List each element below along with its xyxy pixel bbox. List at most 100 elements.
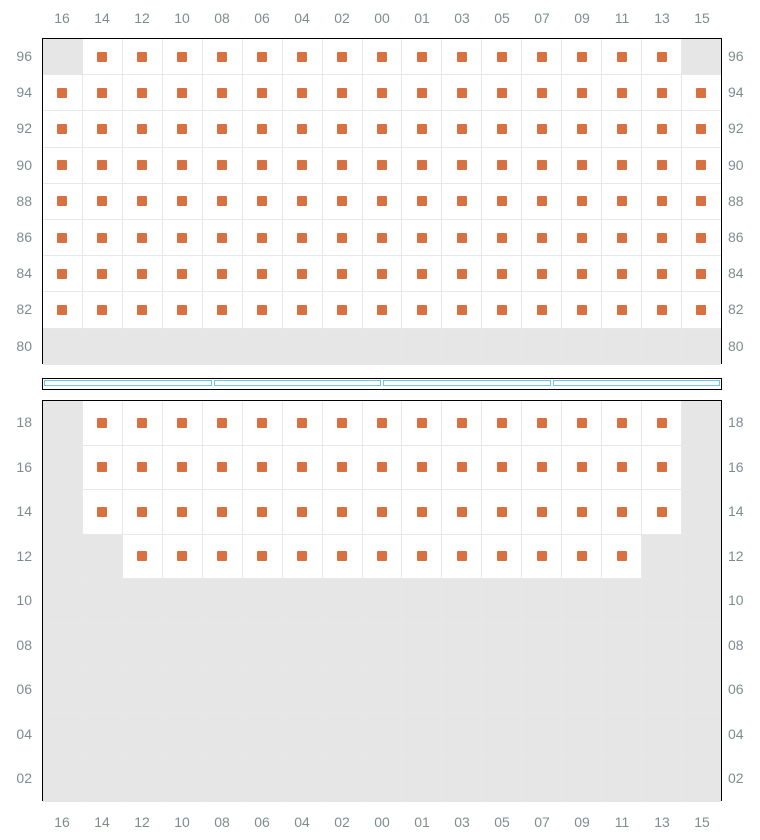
seat-cell[interactable] [163, 220, 203, 256]
seat-cell[interactable] [43, 148, 83, 184]
seat-cell[interactable] [602, 220, 642, 256]
seat-cell[interactable] [323, 148, 363, 184]
seat-cell[interactable] [482, 39, 522, 75]
seat-cell[interactable] [562, 220, 602, 256]
seat-cell[interactable] [83, 490, 123, 535]
seat-cell[interactable] [562, 256, 602, 292]
seat-cell[interactable] [522, 39, 562, 75]
seat-cell[interactable] [682, 75, 721, 111]
seat-cell[interactable] [402, 75, 442, 111]
seat-cell[interactable] [442, 535, 482, 580]
seat-cell[interactable] [243, 535, 283, 580]
seat-cell[interactable] [43, 111, 83, 147]
seat-cell[interactable] [123, 184, 163, 220]
seat-cell[interactable] [522, 220, 562, 256]
seat-cell[interactable] [682, 220, 721, 256]
seat-cell[interactable] [482, 401, 522, 446]
seat-cell[interactable] [163, 39, 203, 75]
seat-cell[interactable] [482, 490, 522, 535]
seat-cell[interactable] [602, 39, 642, 75]
seat-cell[interactable] [203, 184, 243, 220]
seat-cell[interactable] [163, 75, 203, 111]
seat-cell[interactable] [482, 256, 522, 292]
seat-cell[interactable] [83, 220, 123, 256]
seat-cell[interactable] [562, 446, 602, 491]
seat-cell[interactable] [43, 256, 83, 292]
seat-cell[interactable] [642, 148, 682, 184]
seat-cell[interactable] [163, 292, 203, 328]
seat-cell[interactable] [203, 535, 243, 580]
seat-cell[interactable] [402, 446, 442, 491]
seat-cell[interactable] [522, 111, 562, 147]
seat-cell[interactable] [83, 256, 123, 292]
seat-cell[interactable] [163, 111, 203, 147]
seat-cell[interactable] [642, 490, 682, 535]
seat-cell[interactable] [402, 111, 442, 147]
seat-cell[interactable] [602, 535, 642, 580]
seat-cell[interactable] [363, 148, 403, 184]
seat-cell[interactable] [602, 148, 642, 184]
seat-cell[interactable] [562, 535, 602, 580]
seat-cell[interactable] [83, 148, 123, 184]
seat-cell[interactable] [123, 220, 163, 256]
seat-cell[interactable] [283, 184, 323, 220]
seat-cell[interactable] [522, 401, 562, 446]
seat-cell[interactable] [442, 256, 482, 292]
seat-cell[interactable] [482, 535, 522, 580]
seat-cell[interactable] [203, 292, 243, 328]
seat-cell[interactable] [363, 401, 403, 446]
seat-cell[interactable] [442, 490, 482, 535]
seat-cell[interactable] [243, 148, 283, 184]
seat-cell[interactable] [602, 490, 642, 535]
seat-cell[interactable] [363, 184, 403, 220]
seat-cell[interactable] [522, 446, 562, 491]
seat-cell[interactable] [442, 184, 482, 220]
seat-cell[interactable] [562, 184, 602, 220]
seat-cell[interactable] [163, 184, 203, 220]
seat-cell[interactable] [363, 490, 403, 535]
seat-cell[interactable] [442, 220, 482, 256]
seat-cell[interactable] [163, 535, 203, 580]
seat-cell[interactable] [163, 401, 203, 446]
seat-cell[interactable] [163, 256, 203, 292]
seat-cell[interactable] [522, 256, 562, 292]
seat-cell[interactable] [283, 75, 323, 111]
seat-cell[interactable] [323, 292, 363, 328]
seat-cell[interactable] [442, 39, 482, 75]
seat-cell[interactable] [602, 184, 642, 220]
seat-cell[interactable] [442, 446, 482, 491]
seat-cell[interactable] [203, 220, 243, 256]
seat-cell[interactable] [243, 292, 283, 328]
seat-cell[interactable] [642, 256, 682, 292]
seat-cell[interactable] [522, 535, 562, 580]
seat-cell[interactable] [562, 490, 602, 535]
seat-cell[interactable] [283, 220, 323, 256]
seat-cell[interactable] [402, 256, 442, 292]
seat-cell[interactable] [602, 75, 642, 111]
seat-cell[interactable] [482, 446, 522, 491]
seat-cell[interactable] [482, 75, 522, 111]
seat-cell[interactable] [243, 220, 283, 256]
seat-cell[interactable] [402, 148, 442, 184]
seat-cell[interactable] [83, 401, 123, 446]
seat-cell[interactable] [363, 446, 403, 491]
seat-cell[interactable] [602, 111, 642, 147]
seat-cell[interactable] [442, 75, 482, 111]
seat-cell[interactable] [163, 490, 203, 535]
seat-cell[interactable] [203, 111, 243, 147]
seat-cell[interactable] [83, 39, 123, 75]
seat-cell[interactable] [203, 490, 243, 535]
seat-cell[interactable] [283, 292, 323, 328]
seat-cell[interactable] [203, 256, 243, 292]
seat-cell[interactable] [442, 292, 482, 328]
seat-cell[interactable] [323, 446, 363, 491]
seat-cell[interactable] [323, 535, 363, 580]
seat-cell[interactable] [602, 401, 642, 446]
seat-cell[interactable] [83, 111, 123, 147]
seat-cell[interactable] [642, 111, 682, 147]
seat-cell[interactable] [123, 490, 163, 535]
seat-cell[interactable] [43, 184, 83, 220]
seat-cell[interactable] [642, 39, 682, 75]
seat-cell[interactable] [243, 256, 283, 292]
seat-cell[interactable] [123, 401, 163, 446]
